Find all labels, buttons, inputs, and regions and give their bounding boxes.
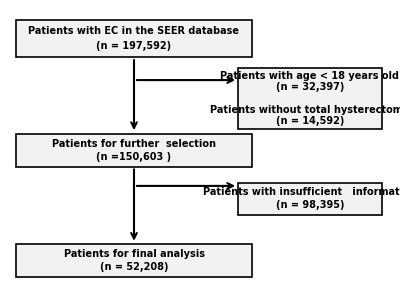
Text: (n =150,603 ): (n =150,603 ): [96, 152, 172, 162]
Text: Patients with insufficient   information: Patients with insufficient information: [203, 188, 400, 197]
FancyBboxPatch shape: [16, 244, 252, 277]
Text: (n = 32,397): (n = 32,397): [276, 82, 344, 92]
Text: (n = 52,208): (n = 52,208): [100, 262, 168, 272]
Text: Patients for final analysis: Patients for final analysis: [64, 249, 204, 259]
Text: (n = 98,395): (n = 98,395): [276, 200, 344, 210]
Text: (n = 197,592): (n = 197,592): [96, 41, 172, 51]
FancyBboxPatch shape: [16, 134, 252, 166]
FancyBboxPatch shape: [238, 68, 382, 129]
Text: Patients without total hysterectomy: Patients without total hysterectomy: [210, 105, 400, 115]
Text: (n = 14,592): (n = 14,592): [276, 116, 344, 126]
FancyBboxPatch shape: [238, 183, 382, 214]
Text: Patients with age < 18 years old: Patients with age < 18 years old: [220, 71, 400, 81]
FancyBboxPatch shape: [16, 20, 252, 57]
Text: Patients for further  selection: Patients for further selection: [52, 139, 216, 148]
Text: Patients with EC in the SEER database: Patients with EC in the SEER database: [28, 26, 240, 36]
